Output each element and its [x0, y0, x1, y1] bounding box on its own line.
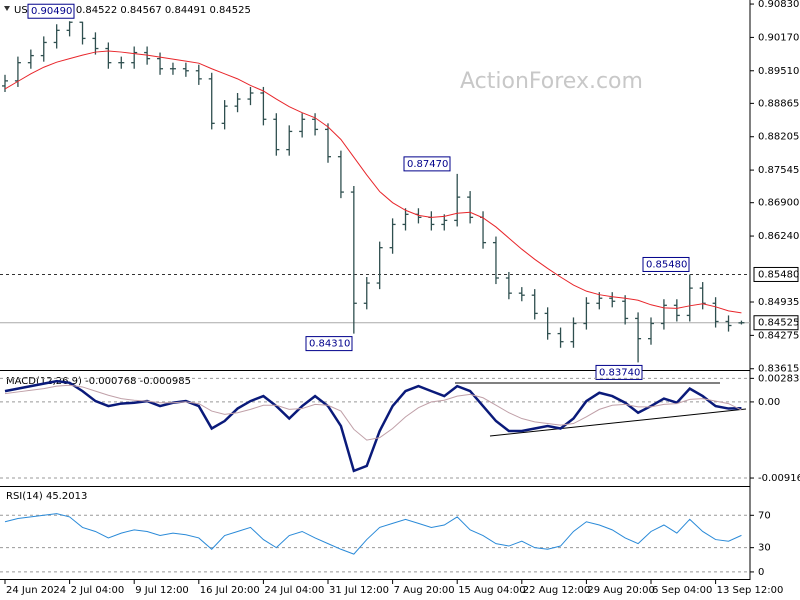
- trendline: [489, 408, 747, 437]
- x-tick-label: 2 Jul 04:00: [71, 585, 125, 596]
- x-tick-label: 16 Jul 20:00: [200, 585, 260, 596]
- series-line: [4, 379, 742, 473]
- series-line: [4, 384, 742, 441]
- y-tick-label: 0.90170: [758, 32, 799, 43]
- y-tick-label: 0.83615: [758, 364, 799, 375]
- annotation-box: [642, 256, 690, 272]
- annotation: 0.85480: [646, 259, 687, 270]
- series-line: [4, 513, 742, 555]
- x-tick-label: 29 Aug 20:00: [587, 585, 654, 596]
- annotation: 0.84310: [309, 339, 350, 350]
- icon: [4, 6, 10, 11]
- y-tick-label: -0.009161: [758, 473, 800, 484]
- chart-title: MACD(12,26,9) -0.000768 -0.000985: [6, 376, 191, 387]
- level-label-box: [753, 266, 799, 282]
- chart-title: RSI(14) 45.2013: [6, 491, 87, 502]
- y-tick-label: 0.88205: [758, 132, 799, 143]
- x-tick-label: 9 Jul 12:00: [135, 585, 189, 596]
- y-tick-label: 30: [758, 543, 771, 554]
- y-tick-label: 0: [758, 567, 764, 578]
- annotation: 0.83740: [599, 367, 640, 378]
- annotation-box: [27, 3, 75, 19]
- y-tick-label: 0.90830: [758, 0, 799, 10]
- annotation-box: [305, 336, 353, 352]
- y-tick-label: 0.84275: [758, 330, 799, 341]
- x-tick-label: 24 Jul 04:00: [264, 585, 324, 596]
- chart-title: USDCHF,H4 0.84522 0.84567 0.84491 0.8452…: [14, 5, 251, 16]
- y-tick-label: 0.86240: [758, 231, 799, 242]
- x-tick-label: 6 Sep 04:00: [652, 585, 712, 596]
- series-line: [4, 50, 742, 314]
- watermark: ActionForex.com: [460, 69, 643, 94]
- annotation-box: [403, 156, 451, 172]
- y-tick-label: 0.89510: [758, 66, 799, 77]
- x-tick-label: 24 Jun 2024: [6, 585, 66, 596]
- y-tick-label: 0.002835: [758, 373, 800, 384]
- y-tick-label: 0.00: [758, 397, 780, 408]
- annotation: 0.87470: [407, 159, 448, 170]
- level-label: 0.84525: [758, 318, 799, 329]
- x-tick-label: 13 Sep 12:00: [717, 585, 784, 596]
- y-tick-label: 0.86900: [758, 198, 799, 209]
- annotation: 0.90490: [31, 6, 72, 17]
- y-tick-label: 0.87545: [758, 165, 799, 176]
- x-tick-label: 22 Aug 12:00: [523, 585, 590, 596]
- y-tick-label: 0.84935: [758, 297, 799, 308]
- level-label: 0.85480: [758, 269, 799, 280]
- annotation-box: [595, 364, 643, 380]
- level-label-box: [753, 315, 799, 331]
- y-tick-label: 70: [758, 510, 771, 521]
- y-tick-label: 0.88865: [758, 98, 799, 109]
- x-tick-label: 7 Aug 20:00: [394, 585, 455, 596]
- x-tick-label: 31 Jul 12:00: [329, 585, 389, 596]
- x-tick-label: 15 Aug 04:00: [458, 585, 525, 596]
